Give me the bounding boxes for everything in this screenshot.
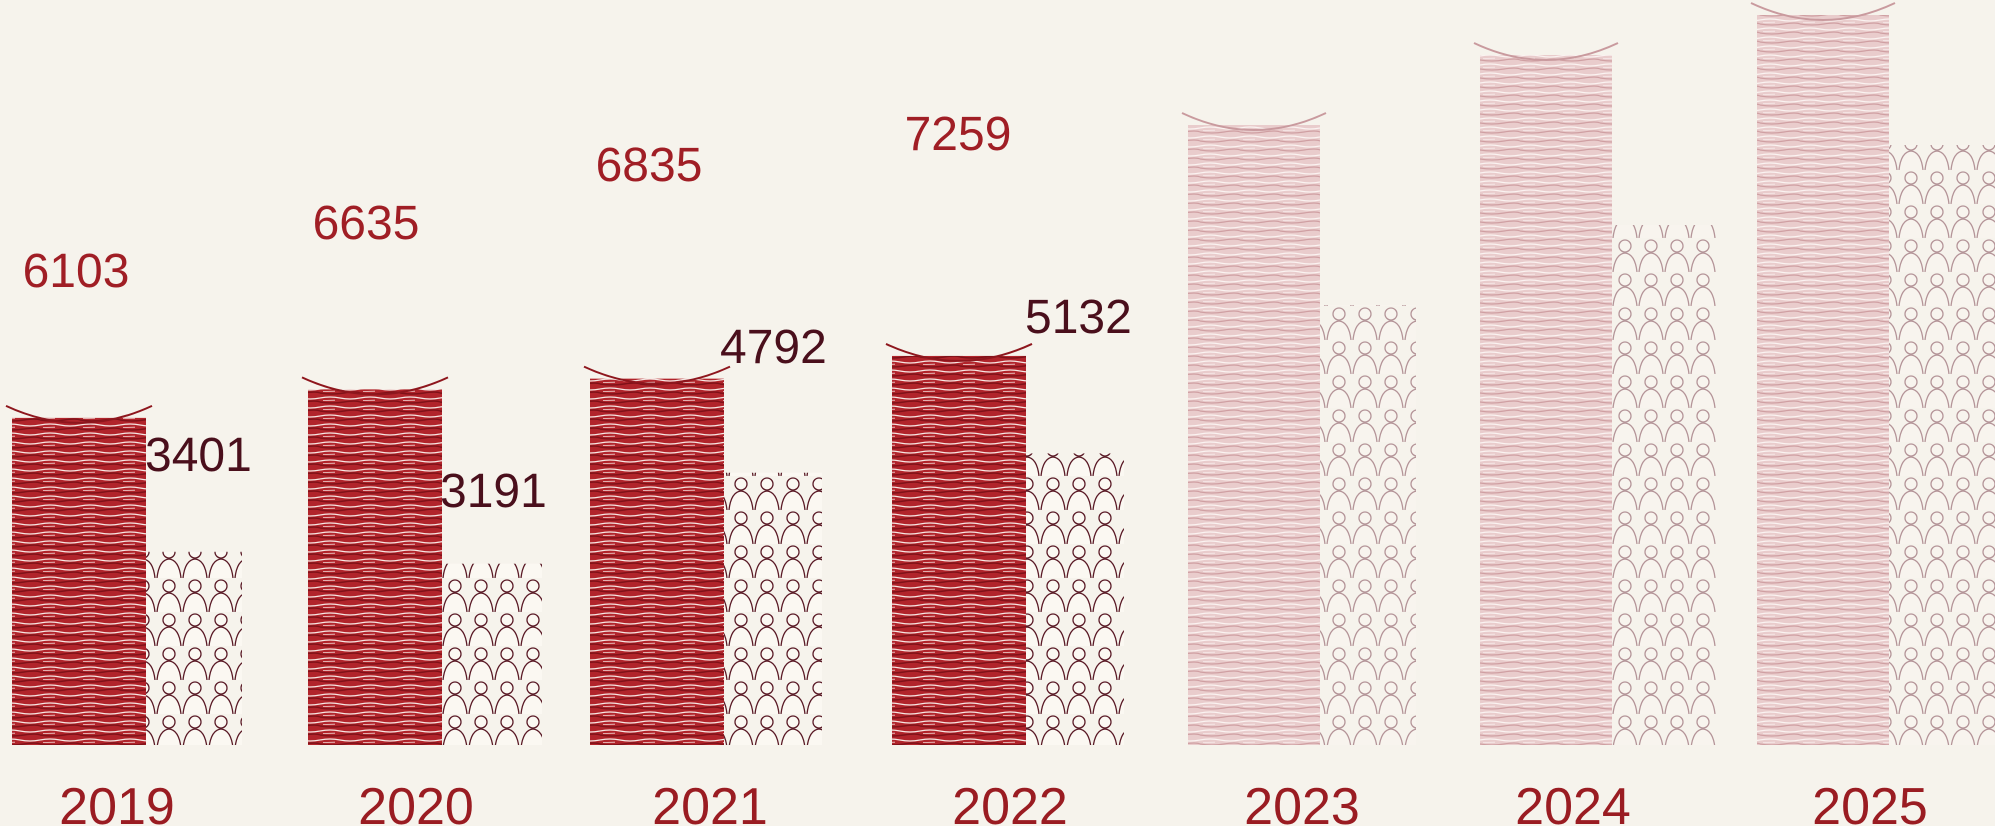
crowd-value-label-2020: 3191 xyxy=(440,465,547,518)
crowd-2020 xyxy=(442,563,542,745)
stack-value-label-2022: 7259 xyxy=(905,108,1012,161)
stack-top-2022 xyxy=(885,343,1033,362)
crowd-2024 xyxy=(1612,225,1716,745)
year-label-2023: 2023 xyxy=(1244,778,1360,826)
stack-top-2020 xyxy=(301,376,449,396)
stack-top-2025 xyxy=(1750,2,1896,21)
stack-value-label-2020: 6635 xyxy=(313,197,420,250)
year-label-2020: 2020 xyxy=(358,778,474,826)
year-label-2024: 2024 xyxy=(1515,778,1631,826)
crowd-2023 xyxy=(1320,305,1416,745)
stack-top-2024 xyxy=(1473,42,1619,61)
crowd-2019 xyxy=(146,551,242,745)
stack-2022 xyxy=(892,355,1026,745)
stack-2019 xyxy=(12,417,146,745)
year-label-2022: 2022 xyxy=(952,778,1068,826)
year-label-2021: 2021 xyxy=(652,778,768,826)
crowd-value-label-2021: 4792 xyxy=(720,321,827,374)
crowd-value-label-2019: 3401 xyxy=(145,429,252,482)
year-label-2019: 2019 xyxy=(59,778,175,826)
year-label-2025: 2025 xyxy=(1812,778,1928,826)
stack-2025 xyxy=(1757,15,1889,745)
crowd-value-label-2022: 5132 xyxy=(1025,291,1132,344)
crowd-2022 xyxy=(1026,453,1124,745)
crowd-2021 xyxy=(724,472,822,745)
stack-2023 xyxy=(1188,125,1320,745)
stack-top-2023 xyxy=(1181,112,1327,131)
stack-2020 xyxy=(308,389,442,745)
stack-value-label-2019: 6103 xyxy=(23,245,130,298)
stack-2024 xyxy=(1480,55,1612,745)
stack-top-2019 xyxy=(5,404,153,424)
stack-2021 xyxy=(590,378,724,745)
stack-value-label-2021: 6835 xyxy=(596,139,703,192)
crowd-2025 xyxy=(1889,145,1995,745)
stack-top-2021 xyxy=(583,365,731,385)
